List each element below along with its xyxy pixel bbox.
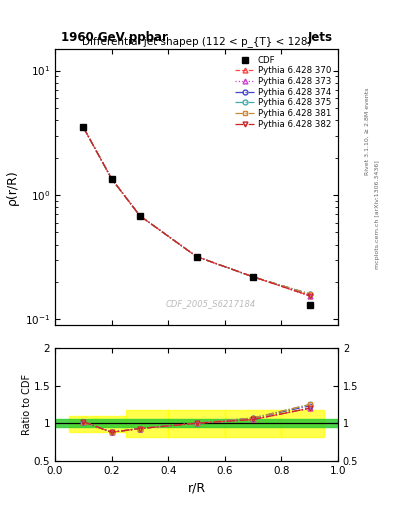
Text: CDF_2005_S6217184: CDF_2005_S6217184 xyxy=(165,300,256,309)
Text: Jets: Jets xyxy=(307,31,332,44)
Bar xyxy=(55,419,338,427)
Y-axis label: Ratio to CDF: Ratio to CDF xyxy=(22,374,32,435)
Text: mcplots.cern.ch [arXiv:1306.3436]: mcplots.cern.ch [arXiv:1306.3436] xyxy=(375,160,380,269)
Y-axis label: ρ(r/R): ρ(r/R) xyxy=(6,169,19,205)
X-axis label: r/R: r/R xyxy=(187,481,206,494)
Title: Differential jet shapep (112 < p_{T} < 128): Differential jet shapep (112 < p_{T} < 1… xyxy=(82,36,311,48)
Text: Rivet 3.1.10, ≥ 2.8M events: Rivet 3.1.10, ≥ 2.8M events xyxy=(365,88,370,175)
Legend: CDF, Pythia 6.428 370, Pythia 6.428 373, Pythia 6.428 374, Pythia 6.428 375, Pyt: CDF, Pythia 6.428 370, Pythia 6.428 373,… xyxy=(233,53,334,132)
Text: 1960 GeV ppbar: 1960 GeV ppbar xyxy=(61,31,167,44)
